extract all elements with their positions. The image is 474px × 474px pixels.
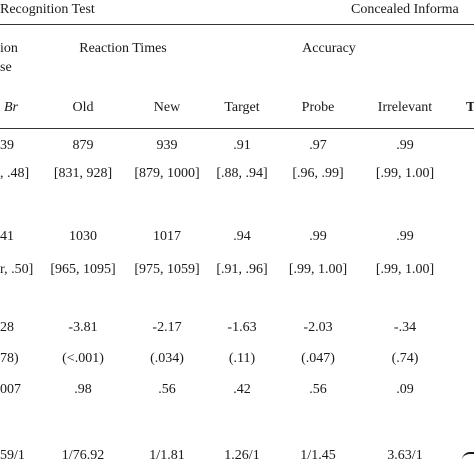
accuracy-group-header: Accuracy bbox=[302, 41, 356, 56]
cell-br: 78) bbox=[0, 351, 19, 366]
cell-br: 39 bbox=[0, 138, 14, 153]
cell-probe: .56 bbox=[309, 382, 327, 397]
cell-old: 1/76.92 bbox=[61, 448, 105, 463]
recognition-test-heading: Recognition Test bbox=[0, 2, 95, 17]
cell-irrelevant: .99 bbox=[396, 138, 414, 153]
column-header-old: Old bbox=[72, 100, 94, 115]
column-header-clipped-t: T bbox=[466, 100, 474, 115]
cell-probe: [.96, .99] bbox=[292, 166, 344, 181]
cell-br: 007 bbox=[0, 382, 21, 397]
cell-irrelevant: -.34 bbox=[393, 320, 417, 335]
cell-irrelevant: (.74) bbox=[391, 351, 419, 366]
cell-target: 1.26/1 bbox=[224, 448, 260, 463]
cell-probe: (.047) bbox=[301, 351, 335, 366]
cell-old: [965, 1095] bbox=[50, 262, 116, 277]
cell-new: 1/1.81 bbox=[149, 448, 185, 463]
concealed-information-heading: Concealed Informa bbox=[351, 2, 459, 17]
cell-new: (.034) bbox=[150, 351, 184, 366]
cell-target: (.11) bbox=[228, 351, 256, 366]
cell-br: 28 bbox=[0, 320, 14, 335]
cell-probe: 1/1.45 bbox=[300, 448, 336, 463]
cell-new: -2.17 bbox=[152, 320, 182, 335]
cell-target: [.88, .94] bbox=[216, 166, 268, 181]
cell-target: -1.63 bbox=[227, 320, 257, 335]
cell-probe: -2.03 bbox=[303, 320, 333, 335]
column-header-rule bbox=[0, 128, 474, 129]
cell-br: 59/1 bbox=[0, 448, 25, 463]
header-rule bbox=[0, 24, 474, 25]
cell-target: .91 bbox=[233, 138, 251, 153]
cell-irrelevant: [.99, 1.00] bbox=[375, 166, 435, 181]
cell-irrelevant: [.99, 1.00] bbox=[375, 262, 435, 277]
cell-target: [.91, .96] bbox=[216, 262, 268, 277]
reaction-times-group-header: Reaction Times bbox=[79, 41, 167, 56]
cell-probe: .99 bbox=[309, 229, 327, 244]
cell-old: -3.81 bbox=[68, 320, 98, 335]
cell-new: [879, 1000] bbox=[134, 166, 200, 181]
column-header-new: New bbox=[153, 100, 181, 115]
cell-new: [975, 1059] bbox=[134, 262, 200, 277]
clipped-left-header-line1: ion bbox=[0, 41, 18, 56]
column-header-irrelevant: Irrelevant bbox=[377, 100, 433, 115]
clipped-left-header-line2: se bbox=[0, 60, 12, 75]
cell-old: 879 bbox=[72, 138, 94, 153]
cell-probe: .97 bbox=[309, 138, 327, 153]
cell-probe: [.99, 1.00] bbox=[288, 262, 348, 277]
cell-old: .98 bbox=[74, 382, 92, 397]
cell-new: .56 bbox=[158, 382, 176, 397]
cell-old: [831, 928] bbox=[53, 166, 113, 181]
cell-old: (<.001) bbox=[62, 351, 104, 366]
column-header-br: Br bbox=[4, 100, 18, 115]
cell-new: 1017 bbox=[153, 229, 181, 244]
cell-irrelevant: 3.63/1 bbox=[387, 448, 423, 463]
cell-br: , .48] bbox=[0, 166, 30, 181]
cell-br: r, .50] bbox=[0, 262, 34, 277]
cell-irrelevant: .99 bbox=[396, 229, 414, 244]
cell-target: .42 bbox=[233, 382, 251, 397]
cell-old: 1030 bbox=[69, 229, 97, 244]
column-header-probe: Probe bbox=[301, 100, 335, 115]
cell-target: .94 bbox=[233, 229, 251, 244]
cell-irrelevant: .09 bbox=[396, 382, 414, 397]
clipped-edge-mark bbox=[462, 452, 474, 463]
column-header-target: Target bbox=[224, 100, 260, 115]
cell-br: 41 bbox=[0, 229, 14, 244]
cell-new: 939 bbox=[156, 138, 178, 153]
